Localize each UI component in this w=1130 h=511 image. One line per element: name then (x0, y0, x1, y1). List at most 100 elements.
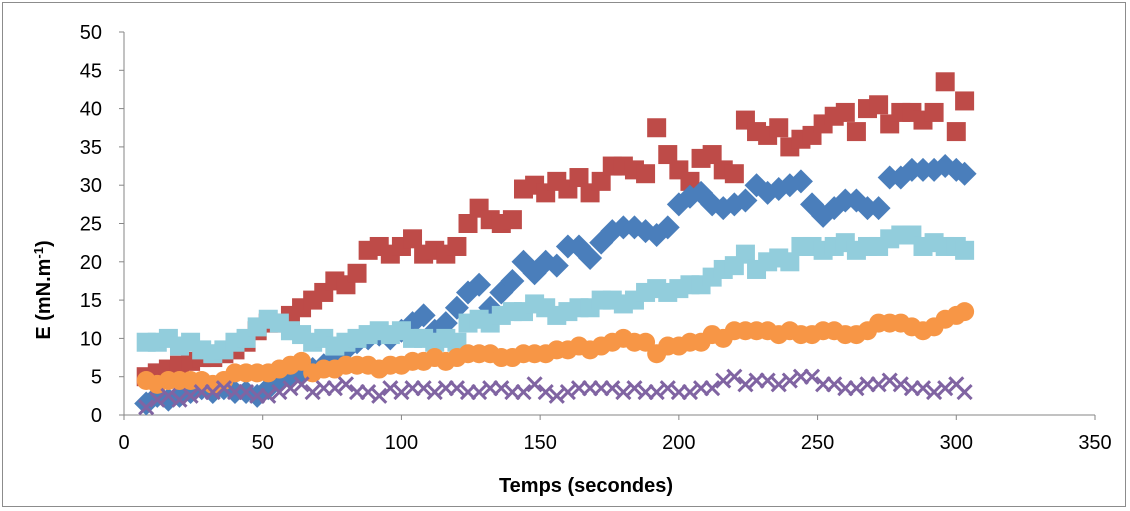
series-1-diamond-markers (134, 154, 977, 416)
x-tick-label: 0 (118, 432, 129, 454)
data-point-x (537, 383, 554, 401)
data-point-x (182, 387, 199, 404)
data-point-square (636, 164, 656, 184)
data-point-square (780, 252, 800, 272)
data-point-x (759, 372, 776, 389)
data-point-x (326, 380, 343, 397)
y-tick-label: 5 (91, 367, 102, 389)
y-axis-title: E (mN.m-1) (31, 240, 56, 339)
data-point-square (724, 164, 744, 184)
data-point-square (569, 168, 589, 188)
data-point-x (149, 391, 166, 408)
data-point-x (781, 372, 798, 389)
y-tick-label: 40 (80, 99, 102, 121)
data-point-x (704, 380, 721, 397)
data-point-x (371, 387, 388, 404)
series-2-square-markers (136, 225, 975, 364)
series-4-x-markers (138, 368, 973, 416)
data-point-x (215, 380, 232, 397)
data-point-x (559, 383, 576, 401)
data-point-x (715, 372, 732, 389)
data-point-square (955, 91, 975, 111)
data-point-x (415, 380, 432, 397)
y-axis-title-sup: -1 (31, 247, 46, 259)
data-point-square (447, 236, 467, 256)
y-axis-title-main: E (mN.m (33, 259, 55, 340)
y-tick-label: 25 (80, 214, 102, 236)
data-point-diamond (500, 268, 525, 293)
y-tick-label: 15 (80, 290, 102, 312)
data-point-square (946, 122, 966, 142)
data-point-x (881, 372, 898, 389)
data-point-square (702, 145, 722, 165)
x-tick-label: 150 (523, 432, 556, 454)
data-point-x (160, 387, 177, 404)
data-point-x (826, 376, 843, 393)
data-point-square (502, 210, 522, 230)
data-point-circle (955, 302, 975, 322)
data-point-x (393, 383, 410, 401)
data-point-square (955, 240, 975, 260)
data-point-diamond (411, 303, 436, 328)
x-tick-label: 250 (801, 432, 834, 454)
data-point-square (769, 118, 789, 138)
data-point-diamond (655, 215, 680, 240)
data-point-x (848, 380, 865, 397)
data-point-square (591, 171, 611, 191)
data-point-square (658, 145, 678, 165)
data-point-x (171, 391, 188, 408)
data-point-x (926, 383, 943, 401)
x-axis-title: Temps (secondes) (499, 475, 673, 497)
series-3-circle-markers (136, 302, 975, 394)
x-tick-label: 50 (252, 432, 274, 454)
data-point-x (471, 383, 488, 401)
data-point-x (681, 383, 699, 401)
data-point-x (271, 383, 288, 401)
data-point-square (924, 102, 944, 122)
data-point-x (648, 383, 665, 401)
data-point-x (892, 376, 909, 393)
data-point-x (382, 380, 399, 397)
data-point-x (493, 380, 510, 397)
data-point-x (626, 380, 643, 397)
data-point-x (426, 383, 443, 401)
data-point-square (935, 72, 955, 92)
data-point-square (735, 244, 755, 264)
data-points (134, 72, 977, 416)
y-tick-label: 45 (80, 60, 102, 82)
data-point-diamond (952, 161, 977, 186)
data-point-diamond (788, 169, 813, 194)
y-tick-label: 35 (80, 137, 102, 159)
data-point-x (360, 383, 377, 401)
data-point-diamond (544, 253, 569, 278)
data-point-x (337, 376, 355, 393)
data-point-x (726, 368, 743, 385)
data-point-square (835, 102, 855, 122)
data-point-x (956, 383, 973, 401)
data-point-x (204, 383, 221, 401)
data-point-x (737, 376, 754, 393)
data-point-x (803, 368, 821, 385)
data-point-x (615, 383, 632, 401)
y-tick-label: 10 (80, 328, 102, 350)
data-point-diamond (566, 234, 591, 259)
data-point-x (293, 376, 310, 393)
data-point-x (548, 387, 565, 404)
data-point-x (914, 380, 932, 397)
data-point-square (680, 171, 700, 191)
y-tick-label: 50 (80, 22, 102, 44)
data-point-diamond (866, 196, 891, 221)
y-ticks: 0 5 10 15 20 25 30 35 40 45 50 (80, 22, 124, 427)
data-point-x (770, 376, 787, 393)
data-point-square (347, 263, 367, 283)
data-point-x (260, 387, 277, 404)
data-point-x (659, 380, 676, 397)
data-point-square (458, 214, 478, 233)
data-point-x (937, 380, 954, 397)
data-point-x (515, 383, 532, 401)
data-point-x (138, 399, 155, 416)
data-point-x (304, 383, 321, 401)
data-point-square (647, 118, 667, 138)
x-tick-label: 100 (385, 432, 418, 454)
